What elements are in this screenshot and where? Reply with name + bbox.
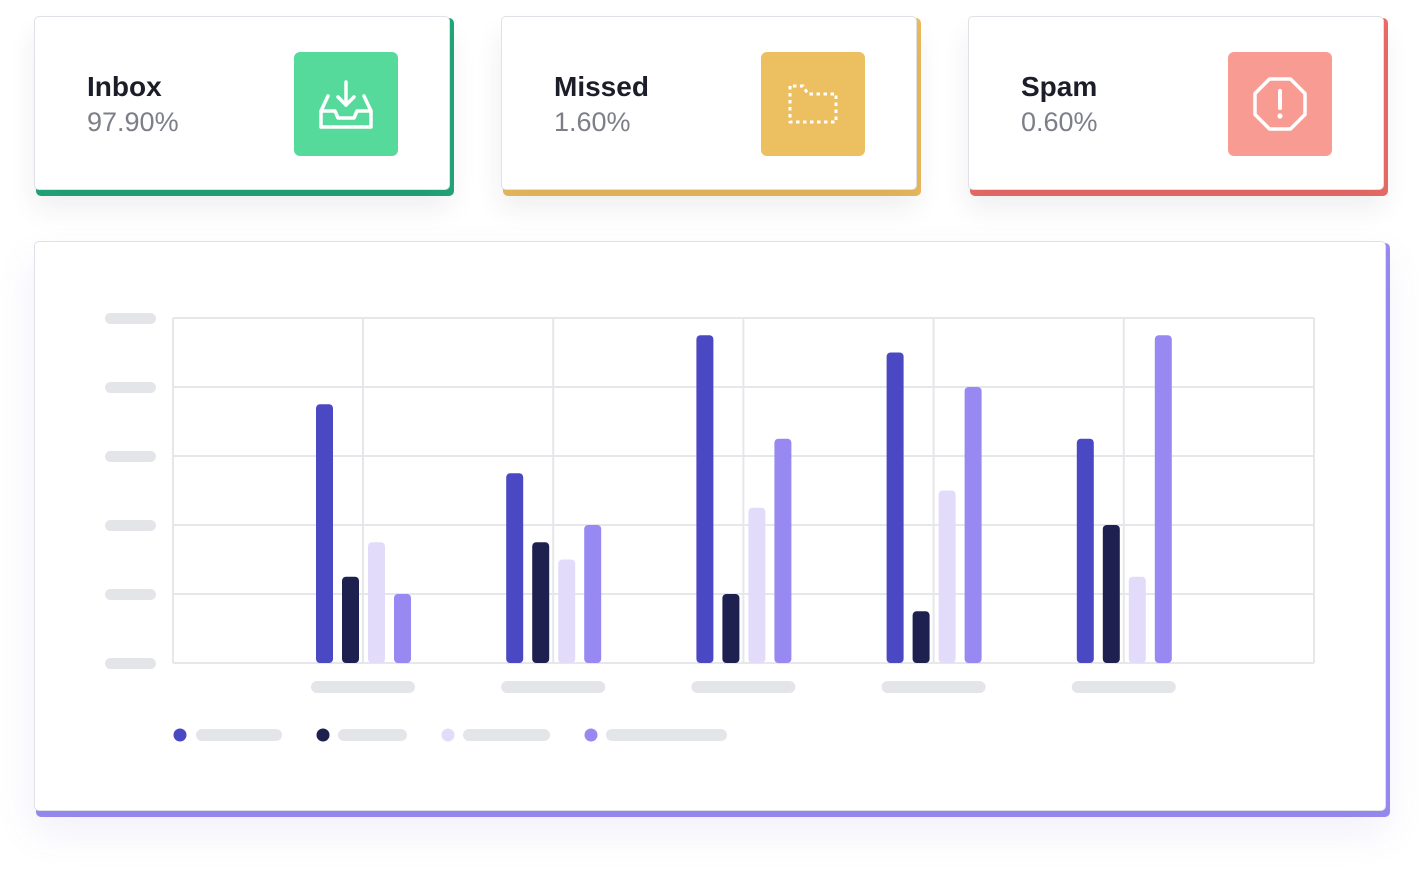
bar-series-3	[368, 542, 385, 663]
y-tick-label-placeholder	[105, 451, 156, 462]
bar-series-4	[584, 525, 602, 663]
dotted-folder-icon	[788, 84, 838, 124]
stat-label: Missed	[554, 71, 649, 102]
stat-value: 0.60%	[1021, 107, 1098, 137]
legend-swatch-1	[173, 728, 187, 742]
stat-value: 97.90%	[87, 107, 179, 137]
bar-series-2	[342, 576, 359, 663]
legend-swatch-2	[316, 728, 330, 742]
x-tick-label-placeholder	[311, 681, 415, 693]
card-face: Missed 1.60%	[501, 16, 917, 190]
alert-octagon-icon	[1253, 77, 1307, 131]
y-tick-label-placeholder	[105, 313, 156, 324]
bar-series-1	[506, 473, 524, 663]
card-face: Inbox 97.90%	[34, 16, 450, 190]
inbox-icon-tile	[294, 52, 398, 156]
chart-panel	[34, 241, 1386, 811]
y-tick-label-placeholder	[105, 382, 156, 393]
spam-icon-tile	[1228, 52, 1332, 156]
bar-series-3	[748, 507, 766, 663]
bar-series-2	[1102, 525, 1120, 663]
bar-series-1	[886, 352, 904, 663]
bar-series-3	[938, 490, 956, 663]
bar-chart	[105, 313, 1315, 742]
chart-card	[34, 241, 1390, 817]
x-tick-label-placeholder	[881, 681, 986, 693]
card-face: Spam 0.60%	[968, 16, 1384, 190]
stat-label: Inbox	[87, 71, 162, 102]
stat-label: Spam	[1021, 71, 1098, 102]
bar-series-2	[722, 594, 740, 663]
y-tick-label-placeholder	[105, 658, 156, 669]
legend-swatch-4	[584, 728, 598, 742]
stat-card-inbox: Inbox 97.90%	[34, 16, 454, 196]
bar-series-4	[394, 594, 411, 663]
legend-swatch-3	[441, 728, 455, 742]
bar-series-4	[1154, 335, 1172, 663]
x-tick-label-placeholder	[691, 681, 796, 693]
legend-label-placeholder	[338, 729, 407, 741]
inbox-download-icon	[319, 80, 373, 129]
bar-series-2	[532, 542, 550, 663]
bar-series-1	[696, 335, 714, 663]
y-tick-label-placeholder	[105, 520, 156, 531]
y-tick-label-placeholder	[105, 589, 156, 600]
x-tick-label-placeholder	[1071, 681, 1176, 693]
missed-icon-tile	[761, 52, 865, 156]
bar-series-2	[912, 611, 930, 663]
stat-card-missed: Missed 1.60%	[501, 16, 921, 196]
stat-value: 1.60%	[554, 107, 631, 137]
bar-series-1	[1076, 438, 1094, 663]
bar-series-3	[558, 559, 576, 663]
legend-label-placeholder	[463, 729, 550, 741]
stat-card-spam: Spam 0.60%	[968, 16, 1388, 196]
x-tick-label-placeholder	[501, 681, 606, 693]
bar-series-4	[774, 438, 792, 663]
legend-label-placeholder	[196, 729, 282, 741]
bar-series-3	[1128, 576, 1146, 663]
bar-series-1	[316, 404, 333, 663]
bar-series-4	[964, 387, 982, 663]
legend-label-placeholder	[606, 729, 727, 741]
